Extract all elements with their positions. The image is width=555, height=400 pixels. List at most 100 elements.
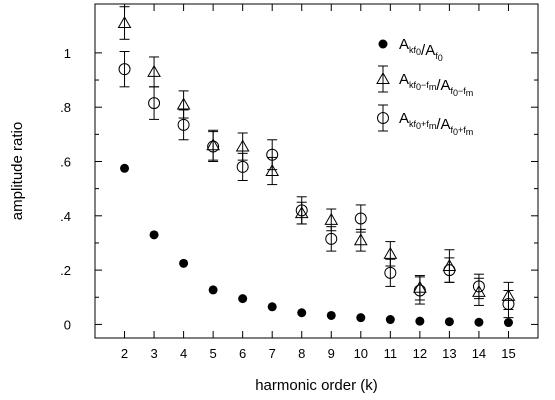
axes: 2 3 4 5 6 7 8 9 10 11 12 13 14 15 0 .2 .4 .6 .8 1: [60, 3, 539, 361]
data-point: [148, 97, 161, 110]
data-point: [383, 246, 398, 259]
data-point: [415, 316, 425, 326]
x-tick-label: 10: [354, 346, 368, 361]
data-point: [179, 258, 189, 268]
y-tick-label: .8: [60, 100, 71, 115]
x-tick-label: 6: [239, 346, 246, 361]
x-tick-label: 9: [328, 346, 335, 361]
data-point: [324, 212, 339, 225]
legend-text-part: −f: [421, 80, 429, 90]
legend-text-part: m: [466, 127, 474, 137]
data-point: [474, 317, 484, 327]
data-point: [267, 302, 277, 312]
x-tick-label: 3: [150, 346, 157, 361]
data-point: [385, 315, 395, 325]
legend-text-part: 0: [416, 47, 421, 57]
legend-text-part: A: [440, 116, 450, 133]
series-triangle: [117, 6, 516, 310]
x-tick-label: 4: [180, 346, 187, 361]
x-axis-label: harmonic order (k): [255, 377, 378, 394]
legend-text-part: f: [451, 125, 454, 135]
data-point: [265, 163, 280, 176]
y-axis-label: amplitude ratio: [9, 122, 26, 220]
y-tick-label: 1: [64, 46, 71, 61]
data-point: [118, 63, 131, 76]
data-point: [149, 230, 159, 240]
data-point: [384, 266, 397, 279]
legend-text-part: kf: [409, 45, 417, 55]
legend-text-part: 0: [453, 127, 458, 137]
legend-text-part: /: [436, 116, 441, 133]
data-point: [325, 232, 338, 245]
data-point: [443, 264, 456, 277]
legend-text-part: 0: [438, 53, 443, 63]
data-point: [266, 148, 279, 161]
legend-label: Akf0−fm/Af0−fm: [399, 71, 473, 98]
legend-text-part: A: [440, 77, 450, 94]
x-tick-label: 15: [501, 346, 515, 361]
legend-text-part: 0: [416, 121, 421, 131]
legend-text-part: kf: [409, 80, 417, 90]
x-tick-label: 7: [269, 346, 276, 361]
data-point: [326, 310, 336, 320]
legend-marker: [377, 112, 389, 124]
legend-text-part: m: [429, 82, 437, 92]
legend-text-part: m: [429, 121, 437, 131]
legend-text-part: A: [399, 36, 409, 53]
legend-text-part: f: [451, 86, 454, 96]
data-point: [120, 163, 130, 173]
data-point: [295, 204, 308, 217]
data-point: [147, 64, 161, 77]
y-tick-label: .4: [60, 209, 71, 224]
data-point: [356, 313, 366, 323]
legend-text-part: −f: [458, 86, 466, 96]
x-tick-label: 2: [121, 346, 128, 361]
legend-text-part: f: [435, 51, 438, 61]
data-point: [236, 160, 249, 173]
legend-text-part: 0: [453, 88, 458, 98]
data-point: [354, 212, 367, 225]
data-point: [472, 280, 485, 293]
legend-label: Akf0+fm/Af0+fm: [399, 110, 473, 137]
data-marks: [117, 6, 516, 328]
legend-text-part: m: [466, 88, 474, 98]
y-tick-label: 0: [64, 317, 71, 332]
legend-entry: Akf0−fm/Af0−fm: [376, 65, 473, 98]
x-tick-label: 14: [472, 346, 486, 361]
data-point: [207, 140, 220, 153]
legend-marker: [376, 71, 390, 84]
data-point: [413, 284, 426, 297]
legend-text-part: A: [425, 42, 435, 59]
legend-text-part: A: [399, 71, 409, 88]
data-point: [177, 118, 190, 131]
legend-text-part: +f: [458, 125, 466, 135]
x-tick-label: 5: [210, 346, 217, 361]
legend-marker: [378, 39, 388, 49]
legend-label: Akf0/Af0: [399, 36, 443, 63]
x-tick-label: 11: [384, 346, 398, 361]
data-point: [208, 285, 218, 295]
legend-text-part: /: [421, 42, 426, 59]
legend-entry: Akf0/Af0: [378, 36, 443, 63]
x-tick-label: 8: [298, 346, 305, 361]
data-point: [117, 16, 132, 29]
legend-entry: Akf0+fm/Af0+fm: [377, 104, 473, 137]
x-tick-label: 13: [442, 346, 456, 361]
x-tick-label: 12: [413, 346, 427, 361]
series-open-circle: [118, 51, 515, 319]
legend-text-part: 0: [416, 82, 421, 92]
legend-text-part: A: [399, 110, 409, 127]
legend-text-part: kf: [409, 119, 417, 129]
y-tick-label: .6: [60, 154, 71, 169]
plot-frame: [94, 3, 539, 339]
data-point: [176, 97, 191, 110]
data-point: [235, 139, 250, 152]
data-point: [444, 317, 454, 327]
legend-text-part: +f: [421, 119, 429, 129]
data-point: [503, 318, 513, 328]
y-tick-label: .2: [60, 263, 71, 278]
legend-text-part: /: [436, 77, 441, 94]
data-point: [297, 308, 307, 318]
